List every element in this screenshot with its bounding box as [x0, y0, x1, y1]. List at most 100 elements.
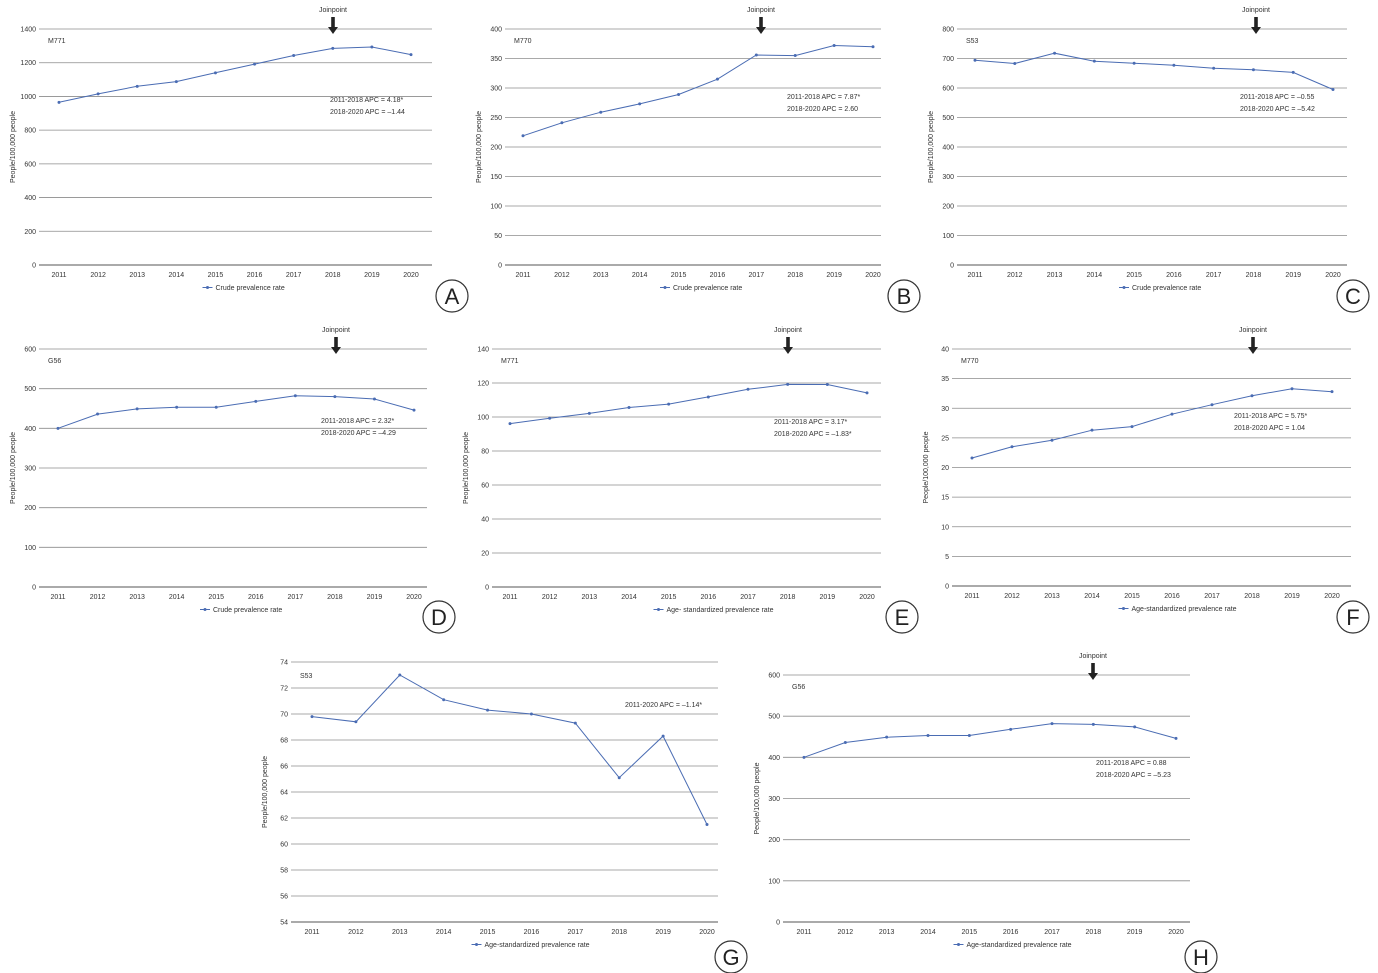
x-tick-label: 2020	[1168, 929, 1184, 936]
data-point	[967, 734, 971, 738]
legend-label: Age-standardized prevalence rate	[485, 942, 590, 949]
joinpoint-arrow-shaft	[1254, 17, 1258, 28]
y-tick-label: 80	[481, 449, 489, 456]
x-tick-label: 2012	[1004, 593, 1020, 600]
data-point	[292, 53, 296, 57]
x-tick-label: 2019	[1284, 593, 1300, 600]
panel-badge	[1336, 600, 1370, 634]
joinpoint-arrow-shaft	[759, 17, 763, 28]
apc-annotation: 2011-2018 APC = 0.88	[1096, 760, 1167, 767]
y-tick-label: 600	[24, 161, 36, 168]
x-tick-label: 2019	[364, 272, 380, 279]
x-tick-label: 2019	[826, 272, 842, 279]
y-tick-label: 300	[490, 86, 502, 93]
y-tick-label: 100	[942, 233, 954, 240]
data-point	[1331, 87, 1335, 91]
data-point	[331, 46, 335, 50]
joinpoint-arrow-shaft	[786, 337, 790, 348]
y-tick-label: 350	[490, 56, 502, 63]
data-point	[973, 58, 977, 62]
data-point	[370, 45, 374, 49]
x-tick-label: 2017	[288, 594, 304, 601]
x-tick-label: 2013	[1047, 272, 1063, 279]
data-point	[871, 45, 875, 49]
y-axis-label: People/100,000 people	[463, 432, 470, 504]
data-point	[310, 715, 314, 719]
x-tick-label: 2017	[1206, 272, 1222, 279]
joinpoint-label: Joinpoint	[1239, 327, 1267, 334]
data-point	[1133, 725, 1137, 729]
y-tick-label: 500	[24, 386, 36, 393]
apc-annotation: 2011-2018 APC = 4.18*	[330, 97, 404, 104]
panel-badge	[887, 279, 921, 313]
y-axis-label: People/100,000 people	[923, 431, 930, 503]
data-point	[1009, 727, 1013, 731]
series-line	[971, 388, 1333, 459]
x-tick-label: 2011	[796, 929, 811, 936]
x-tick-label: 2013	[1044, 593, 1060, 600]
y-tick-label: 250	[490, 115, 502, 122]
data-point	[715, 77, 719, 81]
x-tick-label: 2020	[406, 594, 422, 601]
y-tick-label: 10	[941, 524, 949, 531]
data-point	[627, 405, 631, 409]
y-tick-label: 600	[942, 86, 954, 93]
y-tick-label: 1000	[20, 94, 36, 101]
apc-annotation: 2018-2020 APC = 2.60	[787, 106, 858, 113]
data-point	[253, 62, 257, 66]
panel-letter: E	[895, 605, 910, 630]
x-tick-label: 2014	[169, 272, 185, 279]
y-tick-label: 68	[280, 738, 288, 745]
data-point	[1132, 61, 1136, 65]
apc-annotation: 2011-2020 APC = –1.14*	[625, 702, 702, 709]
data-point	[1251, 68, 1255, 72]
x-tick-label: 2015	[208, 272, 224, 279]
panel-badge	[1336, 279, 1370, 313]
apc-annotation: 2018-2020 APC = 1.04	[1234, 425, 1305, 432]
series-line	[311, 674, 708, 825]
x-tick-label: 2012	[1007, 272, 1023, 279]
y-tick-label: 1200	[20, 60, 36, 67]
y-tick-label: 72	[280, 686, 288, 693]
x-tick-label: 2020	[865, 272, 881, 279]
data-point	[1090, 428, 1094, 432]
y-tick-label: 35	[941, 376, 949, 383]
x-tick-label: 2017	[740, 594, 756, 601]
data-point	[442, 698, 446, 702]
legend-point-marker	[206, 286, 209, 289]
data-point	[1174, 736, 1178, 740]
series-code-label: M770	[961, 358, 979, 365]
x-tick-label: 2015	[480, 929, 496, 936]
x-tick-label: 2016	[524, 929, 540, 936]
series-line	[803, 723, 1177, 758]
chart-panel-b: 0 50 100 150 200 250 300 350 400 2011 2012 2013 2014…	[476, 7, 921, 313]
series-line	[509, 383, 868, 425]
joinpoint-arrow-head	[328, 27, 338, 34]
x-tick-label: 2012	[542, 594, 558, 601]
apc-annotation: 2018-2020 APC = –1.83*	[774, 431, 852, 438]
y-tick-label: 25	[941, 435, 949, 442]
x-tick-label: 2011	[502, 594, 517, 601]
y-tick-label: 200	[942, 204, 954, 211]
x-tick-label: 2015	[671, 272, 687, 279]
y-tick-label: 50	[494, 233, 502, 240]
y-tick-label: 100	[768, 878, 780, 885]
x-tick-label: 2018	[780, 594, 796, 601]
y-tick-label: 20	[941, 465, 949, 472]
x-tick-label: 2019	[820, 594, 836, 601]
y-tick-label: 0	[32, 585, 36, 592]
y-tick-label: 100	[477, 415, 489, 422]
data-point	[617, 776, 621, 780]
panel-letter: F	[1346, 605, 1359, 630]
x-tick-label: 2011	[967, 272, 982, 279]
panel-letter: A	[445, 284, 460, 309]
y-tick-label: 200	[24, 505, 36, 512]
legend: Crude prevalence rate	[202, 285, 285, 292]
y-tick-label: 15	[941, 495, 949, 502]
legend-point-marker	[1122, 286, 1126, 289]
x-tick-label: 2012	[838, 929, 854, 936]
data-point	[1172, 63, 1176, 67]
x-tick-label: 2014	[920, 929, 936, 936]
data-point	[573, 721, 577, 725]
joinpoint-arrow-shaft	[1251, 337, 1255, 348]
